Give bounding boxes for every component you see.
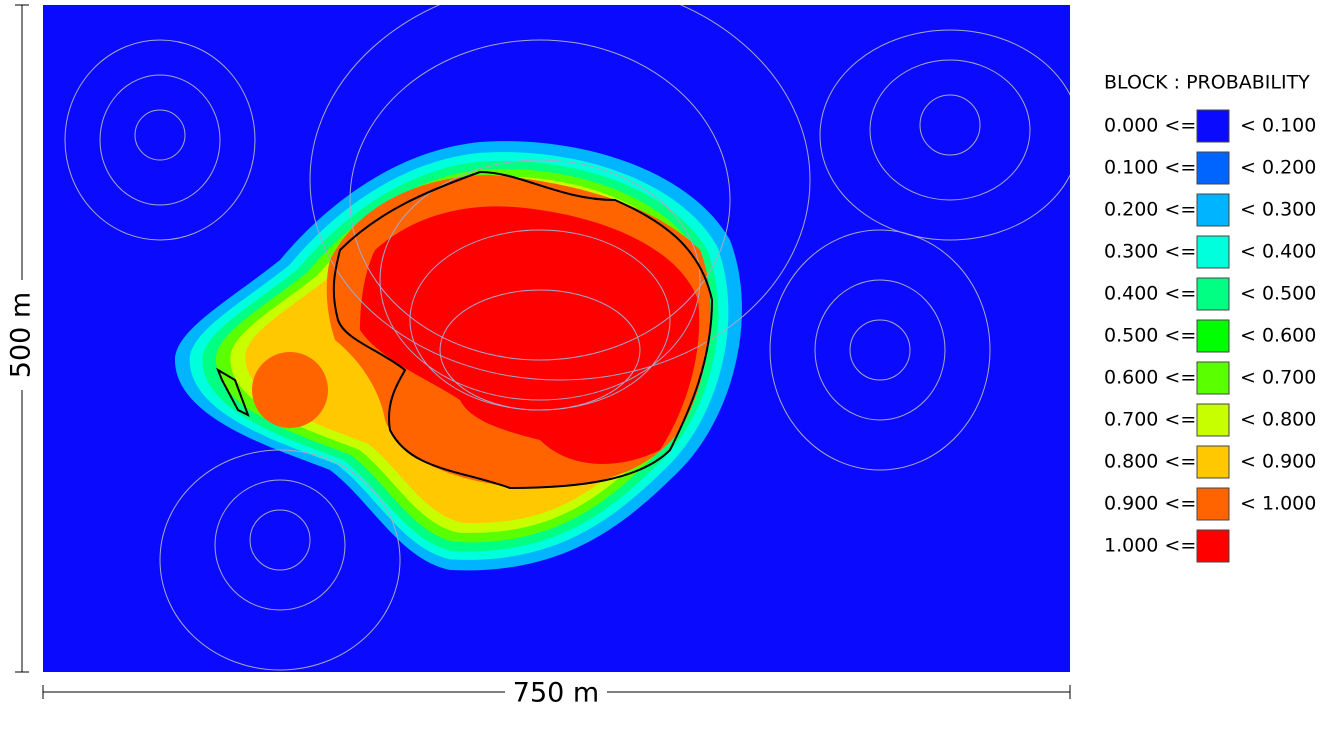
legend-from: 0.300 <= [1104, 241, 1196, 263]
legend: 0.000 <= < 0.100 0.100 <= < 0.200 0.200 <= < … [1104, 109, 1316, 563]
legend-to: < 0.300 [1240, 199, 1316, 221]
vertical-scale-label: 500 m [6, 292, 37, 378]
legend-to: < 0.600 [1240, 325, 1316, 347]
legend-to: < 0.500 [1240, 283, 1316, 305]
contours [64, 5, 1070, 671]
legend-from: 0.900 <= [1104, 493, 1196, 515]
legend-swatch [1196, 109, 1230, 143]
legend-to: < 0.100 [1240, 115, 1316, 137]
legend-to: < 0.900 [1240, 451, 1316, 473]
legend-swatch [1196, 529, 1230, 563]
legend-from: 0.000 <= [1104, 115, 1196, 137]
legend-swatch [1196, 193, 1230, 227]
legend-from: 0.600 <= [1104, 367, 1196, 389]
legend-to: < 0.400 [1240, 241, 1316, 263]
legend-to: < 0.700 [1240, 367, 1316, 389]
legend-to: < 0.800 [1240, 409, 1316, 431]
legend-swatch [1196, 235, 1230, 269]
legend-from: 0.400 <= [1104, 283, 1196, 305]
legend-from: 0.500 <= [1104, 325, 1196, 347]
legend-from: 0.800 <= [1104, 451, 1196, 473]
legend-from: 0.200 <= [1104, 199, 1196, 221]
legend-swatch [1196, 445, 1230, 479]
legend-from: 1.000 <= [1104, 535, 1196, 557]
legend-swatch [1196, 319, 1230, 353]
legend-swatch [1196, 361, 1230, 395]
map [43, 5, 1070, 672]
legend-swatch [1196, 277, 1230, 311]
horizontal-scale-label: 750 m [513, 678, 599, 709]
legend-swatch [1196, 151, 1230, 185]
boundary [332, 170, 714, 490]
legend-swatch [1196, 403, 1230, 437]
boundary [215, 367, 250, 418]
legend-swatch [1196, 487, 1230, 521]
probability-zones [175, 141, 742, 571]
legend-to: < 1.000 [1240, 493, 1316, 515]
legend-to: < 0.200 [1240, 157, 1316, 179]
legend-from: 0.700 <= [1104, 409, 1196, 431]
zone [252, 352, 328, 428]
legend-from: 0.100 <= [1104, 157, 1196, 179]
legend-title: BLOCK : PROBABILITY [1104, 72, 1310, 94]
zone [360, 206, 700, 464]
